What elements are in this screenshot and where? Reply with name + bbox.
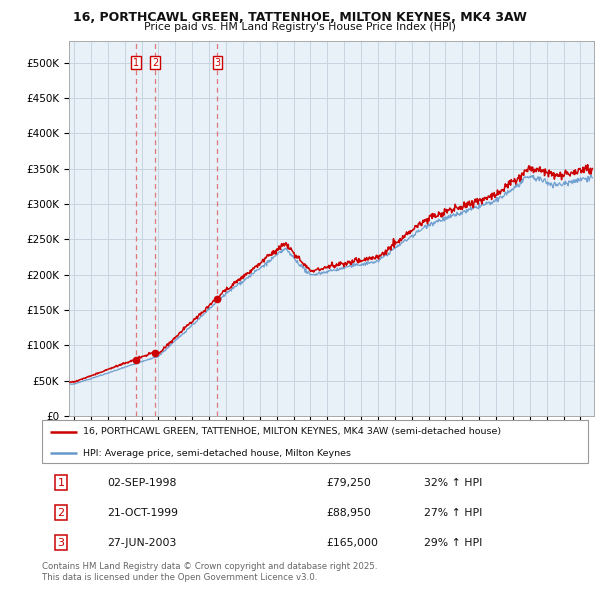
Text: 32% ↑ HPI: 32% ↑ HPI bbox=[424, 477, 482, 487]
Text: £79,250: £79,250 bbox=[326, 477, 371, 487]
Text: 29% ↑ HPI: 29% ↑ HPI bbox=[424, 538, 482, 548]
Text: Price paid vs. HM Land Registry's House Price Index (HPI): Price paid vs. HM Land Registry's House … bbox=[144, 22, 456, 32]
Text: 21-OCT-1999: 21-OCT-1999 bbox=[107, 508, 179, 518]
Text: 3: 3 bbox=[58, 538, 65, 548]
Text: 16, PORTHCAWL GREEN, TATTENHOE, MILTON KEYNES, MK4 3AW (semi-detached house): 16, PORTHCAWL GREEN, TATTENHOE, MILTON K… bbox=[83, 427, 501, 436]
Text: HPI: Average price, semi-detached house, Milton Keynes: HPI: Average price, semi-detached house,… bbox=[83, 449, 351, 458]
FancyBboxPatch shape bbox=[42, 420, 588, 463]
Text: 02-SEP-1998: 02-SEP-1998 bbox=[107, 477, 177, 487]
Text: 2: 2 bbox=[58, 508, 65, 518]
Text: 1: 1 bbox=[58, 477, 65, 487]
Text: 27% ↑ HPI: 27% ↑ HPI bbox=[424, 508, 482, 518]
Text: 16, PORTHCAWL GREEN, TATTENHOE, MILTON KEYNES, MK4 3AW: 16, PORTHCAWL GREEN, TATTENHOE, MILTON K… bbox=[73, 11, 527, 24]
Text: £165,000: £165,000 bbox=[326, 538, 378, 548]
Text: 27-JUN-2003: 27-JUN-2003 bbox=[107, 538, 177, 548]
Text: Contains HM Land Registry data © Crown copyright and database right 2025.
This d: Contains HM Land Registry data © Crown c… bbox=[42, 562, 377, 582]
Text: 2: 2 bbox=[152, 57, 158, 67]
Text: 3: 3 bbox=[214, 57, 220, 67]
Text: £88,950: £88,950 bbox=[326, 508, 371, 518]
Text: 1: 1 bbox=[133, 57, 139, 67]
